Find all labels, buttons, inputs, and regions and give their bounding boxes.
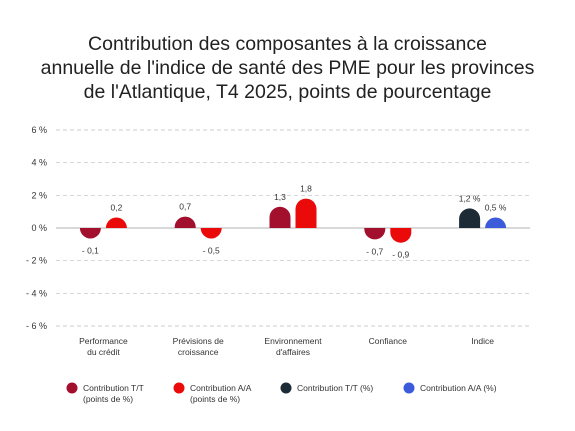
x-tick-label: Performance bbox=[79, 336, 128, 346]
y-tick-label: - 2 % bbox=[26, 256, 47, 266]
data-label: - 0,7 bbox=[366, 246, 383, 256]
data-label: - 0,5 bbox=[203, 246, 220, 256]
bar bbox=[200, 228, 222, 239]
x-tick-label: croissance bbox=[178, 347, 219, 357]
legend-label: (points de %) bbox=[190, 394, 240, 404]
legend-label: Contribution A/A (%) bbox=[420, 383, 497, 393]
y-tick-label: 0 % bbox=[31, 223, 47, 233]
x-tick-label: Indice bbox=[471, 336, 494, 346]
bar bbox=[390, 228, 412, 243]
data-label: - 0,9 bbox=[392, 250, 409, 260]
legend-label: Contribution T/T bbox=[83, 383, 144, 393]
bar bbox=[79, 228, 101, 239]
x-tick-label: Environnement bbox=[264, 336, 322, 346]
bar bbox=[485, 217, 507, 228]
data-label: 0,5 % bbox=[485, 203, 507, 213]
y-tick-label: 2 % bbox=[31, 190, 47, 200]
data-label: 0,7 bbox=[179, 202, 191, 212]
bar bbox=[174, 216, 196, 228]
data-label: 1,2 % bbox=[459, 193, 481, 203]
y-tick-label: 6 % bbox=[31, 125, 47, 135]
bar bbox=[459, 208, 481, 228]
y-tick-label: - 4 % bbox=[26, 288, 47, 298]
legend-label: Contribution A/A bbox=[190, 383, 252, 393]
legend-label: Contribution T/T (%) bbox=[297, 383, 373, 393]
bar bbox=[295, 198, 317, 228]
x-tick-label: du crédit bbox=[87, 347, 120, 357]
chart-title: Contribution des composantes à la croiss… bbox=[0, 32, 575, 104]
y-tick-label: 4 % bbox=[31, 158, 47, 168]
chart-title-line: annuelle de l'indice de santé des PME po… bbox=[40, 57, 535, 79]
bar bbox=[269, 206, 291, 228]
data-label: 0,2 bbox=[110, 203, 122, 213]
chart-title-line: de l'Atlantique, T4 2025, points de pour… bbox=[83, 81, 492, 103]
data-label: 1,8 bbox=[300, 184, 312, 194]
x-tick-label: d'affaires bbox=[276, 347, 310, 357]
chart-title-line: Contribution des composantes à la croiss… bbox=[88, 33, 487, 55]
x-tick-label: Prévisions de bbox=[173, 336, 224, 346]
bar bbox=[105, 217, 127, 228]
legend-swatch bbox=[403, 382, 415, 394]
legend-label: (points de %) bbox=[83, 394, 133, 404]
bar bbox=[364, 228, 386, 240]
legend-swatch bbox=[173, 382, 185, 394]
legend-swatch bbox=[280, 382, 292, 394]
y-tick-label: - 6 % bbox=[26, 321, 47, 331]
legend-swatch bbox=[66, 382, 78, 394]
data-label: 1,3 bbox=[274, 192, 286, 202]
data-label: - 0,1 bbox=[82, 246, 99, 256]
x-tick-label: Confiance bbox=[369, 336, 408, 346]
